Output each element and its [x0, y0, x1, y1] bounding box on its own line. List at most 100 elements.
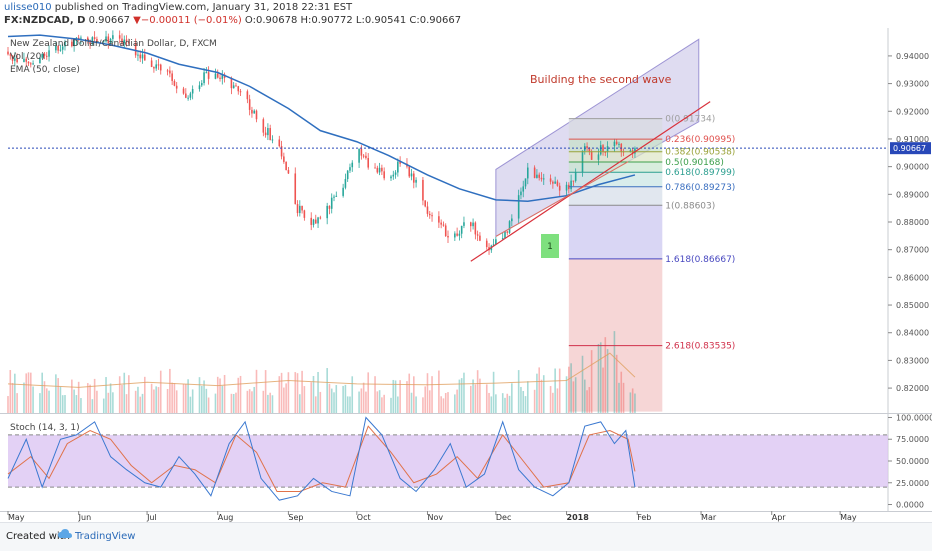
ema-line-layer: [7, 34, 636, 202]
time-axis[interactable]: May Jun Jul Aug Sep Oct Nov Dec 2018 Feb Mar Apr May: [7, 511, 857, 522]
author-link[interactable]: ulisse010: [4, 2, 52, 13]
volume-bar: [615, 354, 618, 413]
candle: [351, 162, 354, 168]
volume-bar: [86, 383, 89, 413]
candle: [153, 66, 155, 69]
volume-bar: [346, 396, 349, 413]
candle: [264, 132, 267, 136]
fib-level-label: 1.618(0.86667): [665, 255, 735, 265]
candle: [326, 205, 328, 219]
volume-bar: [89, 384, 91, 413]
volume-bar: [287, 372, 290, 413]
volume-bar: [121, 384, 123, 413]
volume-bar: [253, 386, 256, 413]
volume-bar: [109, 383, 112, 413]
volume-bar: [141, 393, 144, 413]
time-tick: 2018: [567, 513, 590, 522]
candle: [454, 233, 456, 238]
volume-bar: [410, 392, 413, 413]
candle: [556, 181, 559, 186]
volume-bar: [428, 390, 431, 413]
volume-bar: [61, 395, 64, 413]
candle: [25, 58, 28, 62]
volume-bar: [232, 394, 235, 413]
time-tick: Aug: [218, 513, 234, 522]
price-axis[interactable]: 0.94000 0.93000 0.92000 0.91000 0.90000 0.890…: [888, 52, 932, 510]
last-price: 0.90667: [88, 15, 130, 26]
candle: [520, 191, 522, 196]
candle: [424, 200, 426, 207]
candle: [93, 37, 96, 39]
candle: [397, 161, 399, 173]
volume-bar: [255, 369, 258, 413]
time-tick: Apr: [772, 513, 787, 522]
volume-bar: [618, 382, 620, 413]
candle: [314, 219, 317, 224]
fib-level-label: 0(0.91734): [665, 115, 715, 125]
volume-bar: [620, 371, 623, 413]
candle: [141, 54, 144, 59]
volume-bar: [335, 385, 338, 413]
volume-bar: [80, 398, 82, 413]
volume-bar: [326, 368, 328, 413]
candle: [333, 196, 335, 198]
price-chart[interactable]: 0(0.91734)0.236(0.90995)0.382(0.90538)0.…: [0, 28, 932, 522]
volume-bar: [175, 390, 178, 413]
time-tick: Oct: [357, 513, 371, 522]
chart-header: ulisse010 published on TradingView.com, …: [0, 0, 932, 28]
candle: [271, 139, 274, 141]
candle: [540, 177, 543, 180]
candle: [121, 38, 123, 44]
candle: [476, 234, 479, 236]
volume-bar: [406, 381, 408, 413]
volume-bar: [438, 370, 440, 413]
volume-bar: [508, 395, 511, 413]
volume-bar: [501, 393, 504, 413]
candle: [629, 150, 632, 153]
publish-info: published on TradingView.com, January 31…: [54, 2, 353, 13]
time-tick: Sep: [288, 513, 303, 522]
volume-bar: [367, 372, 370, 413]
candle: [597, 154, 600, 160]
volume-bar: [390, 397, 392, 413]
candle: [112, 35, 114, 39]
candle: [456, 233, 458, 236]
candle: [301, 205, 303, 211]
volume-bar: [365, 391, 367, 413]
series-title: New Zealand Dollar/Canadian Dollar, D, F…: [10, 39, 217, 49]
volume-bar: [344, 384, 347, 413]
candle: [191, 89, 194, 94]
candle: [335, 195, 338, 197]
candle: [358, 148, 360, 163]
time-tick: May: [840, 513, 857, 522]
volume-bar: [376, 391, 379, 413]
volume-bar: [351, 376, 354, 413]
candle: [278, 139, 281, 147]
candle: [14, 58, 16, 61]
candle: [41, 53, 43, 58]
volume-bar: [267, 394, 269, 413]
candle: [283, 156, 285, 162]
candle: [299, 205, 301, 214]
ema-line: [7, 34, 636, 202]
stoch-tick: 50.0000: [896, 457, 929, 466]
candle: [634, 148, 636, 154]
candle: [549, 178, 552, 182]
candle: [349, 167, 351, 171]
volume-bar: [301, 370, 303, 413]
candle: [251, 109, 253, 114]
candle: [606, 146, 609, 153]
volume-bar: [360, 388, 363, 413]
volume-bars: [7, 331, 636, 413]
candle: [219, 77, 221, 79]
candle: [150, 60, 153, 67]
volume-bar: [96, 390, 98, 413]
volume-bar: [150, 383, 153, 413]
candle: [80, 37, 82, 39]
tradingview-logo[interactable]: TradingView: [58, 529, 135, 542]
volume-bar: [362, 382, 365, 413]
volume-bar: [606, 349, 609, 413]
candle: [365, 155, 367, 159]
candle: [237, 86, 240, 92]
candle: [303, 210, 306, 218]
